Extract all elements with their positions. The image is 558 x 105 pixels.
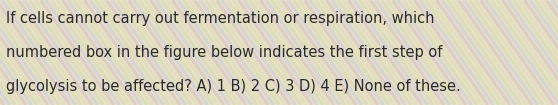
Text: numbered box in the figure below indicates the first step of: numbered box in the figure below indicat… — [6, 45, 442, 60]
Text: glycolysis to be affected? A) 1 B) 2 C) 3 D) 4 E) None of these.: glycolysis to be affected? A) 1 B) 2 C) … — [6, 79, 461, 94]
Text: If cells cannot carry out fermentation or respiration, which: If cells cannot carry out fermentation o… — [6, 11, 435, 26]
